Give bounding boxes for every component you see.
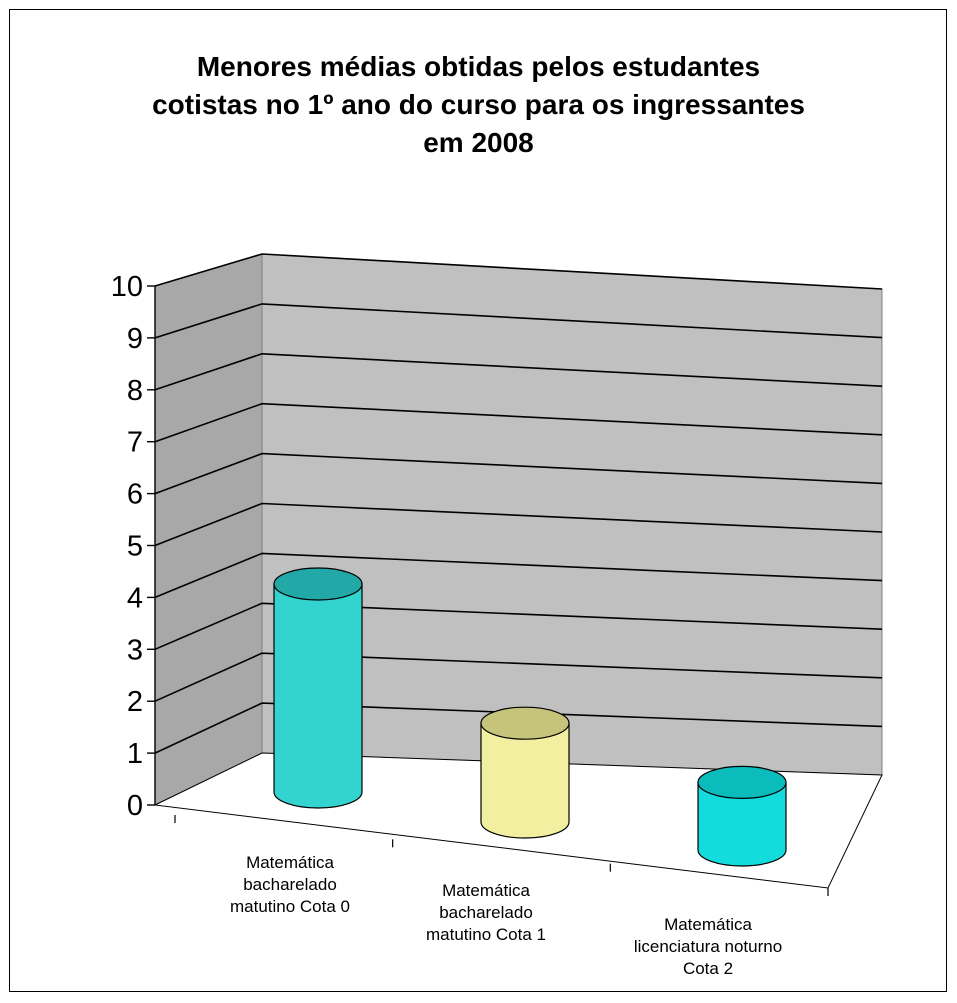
gridline bbox=[154, 452, 883, 495]
y-tick-label: 6 bbox=[127, 479, 143, 511]
gridline bbox=[154, 402, 883, 443]
bar-top bbox=[480, 706, 570, 740]
y-tick-label: 0 bbox=[127, 790, 143, 822]
x-category-label: bacharelado bbox=[439, 903, 533, 922]
bar-top bbox=[697, 765, 787, 800]
x-category-label: Matemática bbox=[442, 881, 530, 900]
gridline bbox=[154, 502, 883, 547]
bar bbox=[480, 722, 570, 839]
gridline bbox=[154, 303, 883, 339]
y-tick-label: 7 bbox=[127, 427, 143, 459]
y-tick-label: 2 bbox=[127, 686, 143, 718]
gridline bbox=[154, 652, 883, 702]
y-tick-label: 4 bbox=[127, 582, 143, 614]
gridline bbox=[154, 352, 883, 391]
bar bbox=[273, 583, 363, 809]
y-tick-label: 5 bbox=[127, 531, 143, 563]
x-category-label: Matemática bbox=[246, 853, 334, 872]
y-tick-label: 3 bbox=[127, 634, 143, 666]
x-category-label: licenciatura noturno bbox=[634, 937, 782, 956]
y-tick-label: 10 bbox=[111, 271, 143, 303]
gridline bbox=[154, 253, 883, 290]
y-tick-label: 9 bbox=[127, 323, 143, 355]
gridline bbox=[154, 702, 883, 754]
y-tick-label: 8 bbox=[127, 375, 143, 407]
y-tick-label: 1 bbox=[127, 738, 143, 770]
chart-title-line-1: Menores médias obtidas pelos estudantes bbox=[196, 51, 761, 82]
gridline bbox=[154, 602, 883, 651]
chart-title: Menores médias obtidas pelos estudantes … bbox=[0, 48, 957, 162]
x-category-label: matutino Cota 1 bbox=[426, 925, 546, 944]
x-category-label: matutino Cota 0 bbox=[230, 897, 350, 916]
x-category-label: Cota 2 bbox=[683, 959, 733, 978]
chart-title-line-2: cotistas no 1º ano do curso para os ingr… bbox=[152, 89, 805, 120]
chart-title-line-3: em 2008 bbox=[423, 127, 534, 158]
bar-top bbox=[273, 567, 363, 601]
gridline bbox=[154, 552, 883, 599]
bar bbox=[697, 781, 787, 867]
x-category-label: bacharelado bbox=[243, 875, 337, 894]
x-category-label: Matemática bbox=[664, 915, 752, 934]
side-wall bbox=[154, 253, 263, 806]
